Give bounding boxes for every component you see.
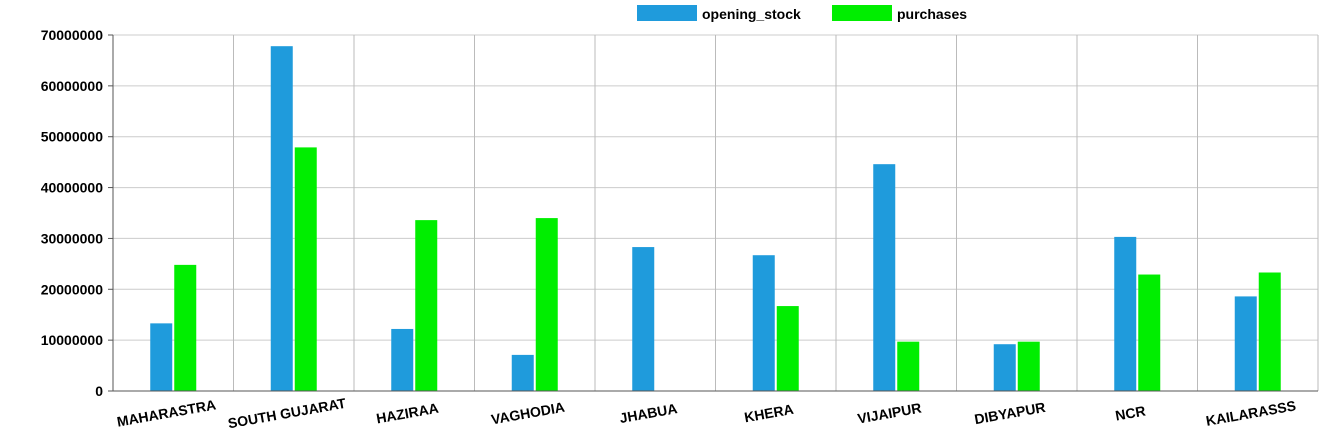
legend-swatch-purchases[interactable] [832, 5, 892, 21]
grid-lines [113, 34, 1319, 392]
bars [150, 46, 1281, 392]
legend[interactable]: opening_stock purchases [637, 5, 967, 22]
x-tick-label: DIBYAPUR [973, 399, 1047, 427]
bar-opening-stock-vaghodia[interactable] [511, 354, 534, 391]
bar-opening-stock-jhabua[interactable] [632, 247, 655, 391]
x-tick-label: KHERA [743, 401, 795, 425]
y-tick-label: 70000000 [41, 27, 104, 43]
legend-label-purchases[interactable]: purchases [897, 6, 967, 22]
bar-purchases-haziraa[interactable] [415, 220, 438, 391]
bar-opening-stock-kailarasss[interactable] [1234, 296, 1257, 391]
bar-opening-stock-vijaipur[interactable] [873, 164, 896, 391]
x-axis-labels: MAHARASTRA SOUTH GUJARAT HAZIRAA VAGHODIA JH… [116, 395, 1297, 432]
y-tick-label: 60000000 [41, 78, 104, 94]
x-tick-label: MAHARASTRA [116, 396, 218, 429]
bar-opening-stock-dibyapur[interactable] [993, 344, 1016, 391]
bar-purchases-ncr[interactable] [1138, 274, 1161, 391]
y-tick-label: 40000000 [41, 180, 104, 196]
bar-purchases-khera[interactable] [776, 306, 799, 391]
legend-label-opening-stock[interactable]: opening_stock [702, 6, 801, 22]
y-axis-labels: 0 10000000 20000000 30000000 40000000 5000000… [41, 27, 104, 399]
x-tick-label: NCR [1114, 403, 1147, 424]
bar-opening-stock-ncr[interactable] [1114, 236, 1137, 391]
bar-purchases-dibyapur[interactable] [1017, 341, 1040, 391]
y-tick-label: 10000000 [41, 332, 104, 348]
y-tick-label: 0 [95, 383, 103, 399]
bar-purchases-south-gujarat[interactable] [294, 147, 317, 391]
bar-opening-stock-maharastra[interactable] [150, 323, 173, 391]
y-tick-label: 50000000 [41, 129, 104, 145]
bar-purchases-vaghodia[interactable] [535, 218, 558, 391]
x-tick-label: KAILARASSS [1205, 397, 1297, 429]
bar-purchases-vijaipur[interactable] [897, 341, 920, 391]
bar-opening-stock-khera[interactable] [752, 255, 775, 391]
x-tick-label: HAZIRAA [375, 400, 440, 427]
bar-purchases-kailarasss[interactable] [1258, 272, 1281, 391]
legend-swatch-opening-stock[interactable] [637, 5, 697, 21]
bar-purchases-maharastra[interactable] [174, 264, 197, 391]
x-tick-label: VAGHODIA [490, 399, 566, 428]
axes [108, 34, 1318, 392]
x-tick-label: VIJAIPUR [856, 400, 922, 427]
y-tick-label: 30000000 [41, 230, 104, 246]
bar-opening-stock-haziraa[interactable] [391, 328, 414, 391]
x-tick-label: JHABUA [618, 400, 678, 426]
y-tick-label: 20000000 [41, 281, 104, 297]
bar-opening-stock-south-gujarat[interactable] [270, 46, 293, 392]
x-tick-label: SOUTH GUJARAT [227, 395, 348, 432]
